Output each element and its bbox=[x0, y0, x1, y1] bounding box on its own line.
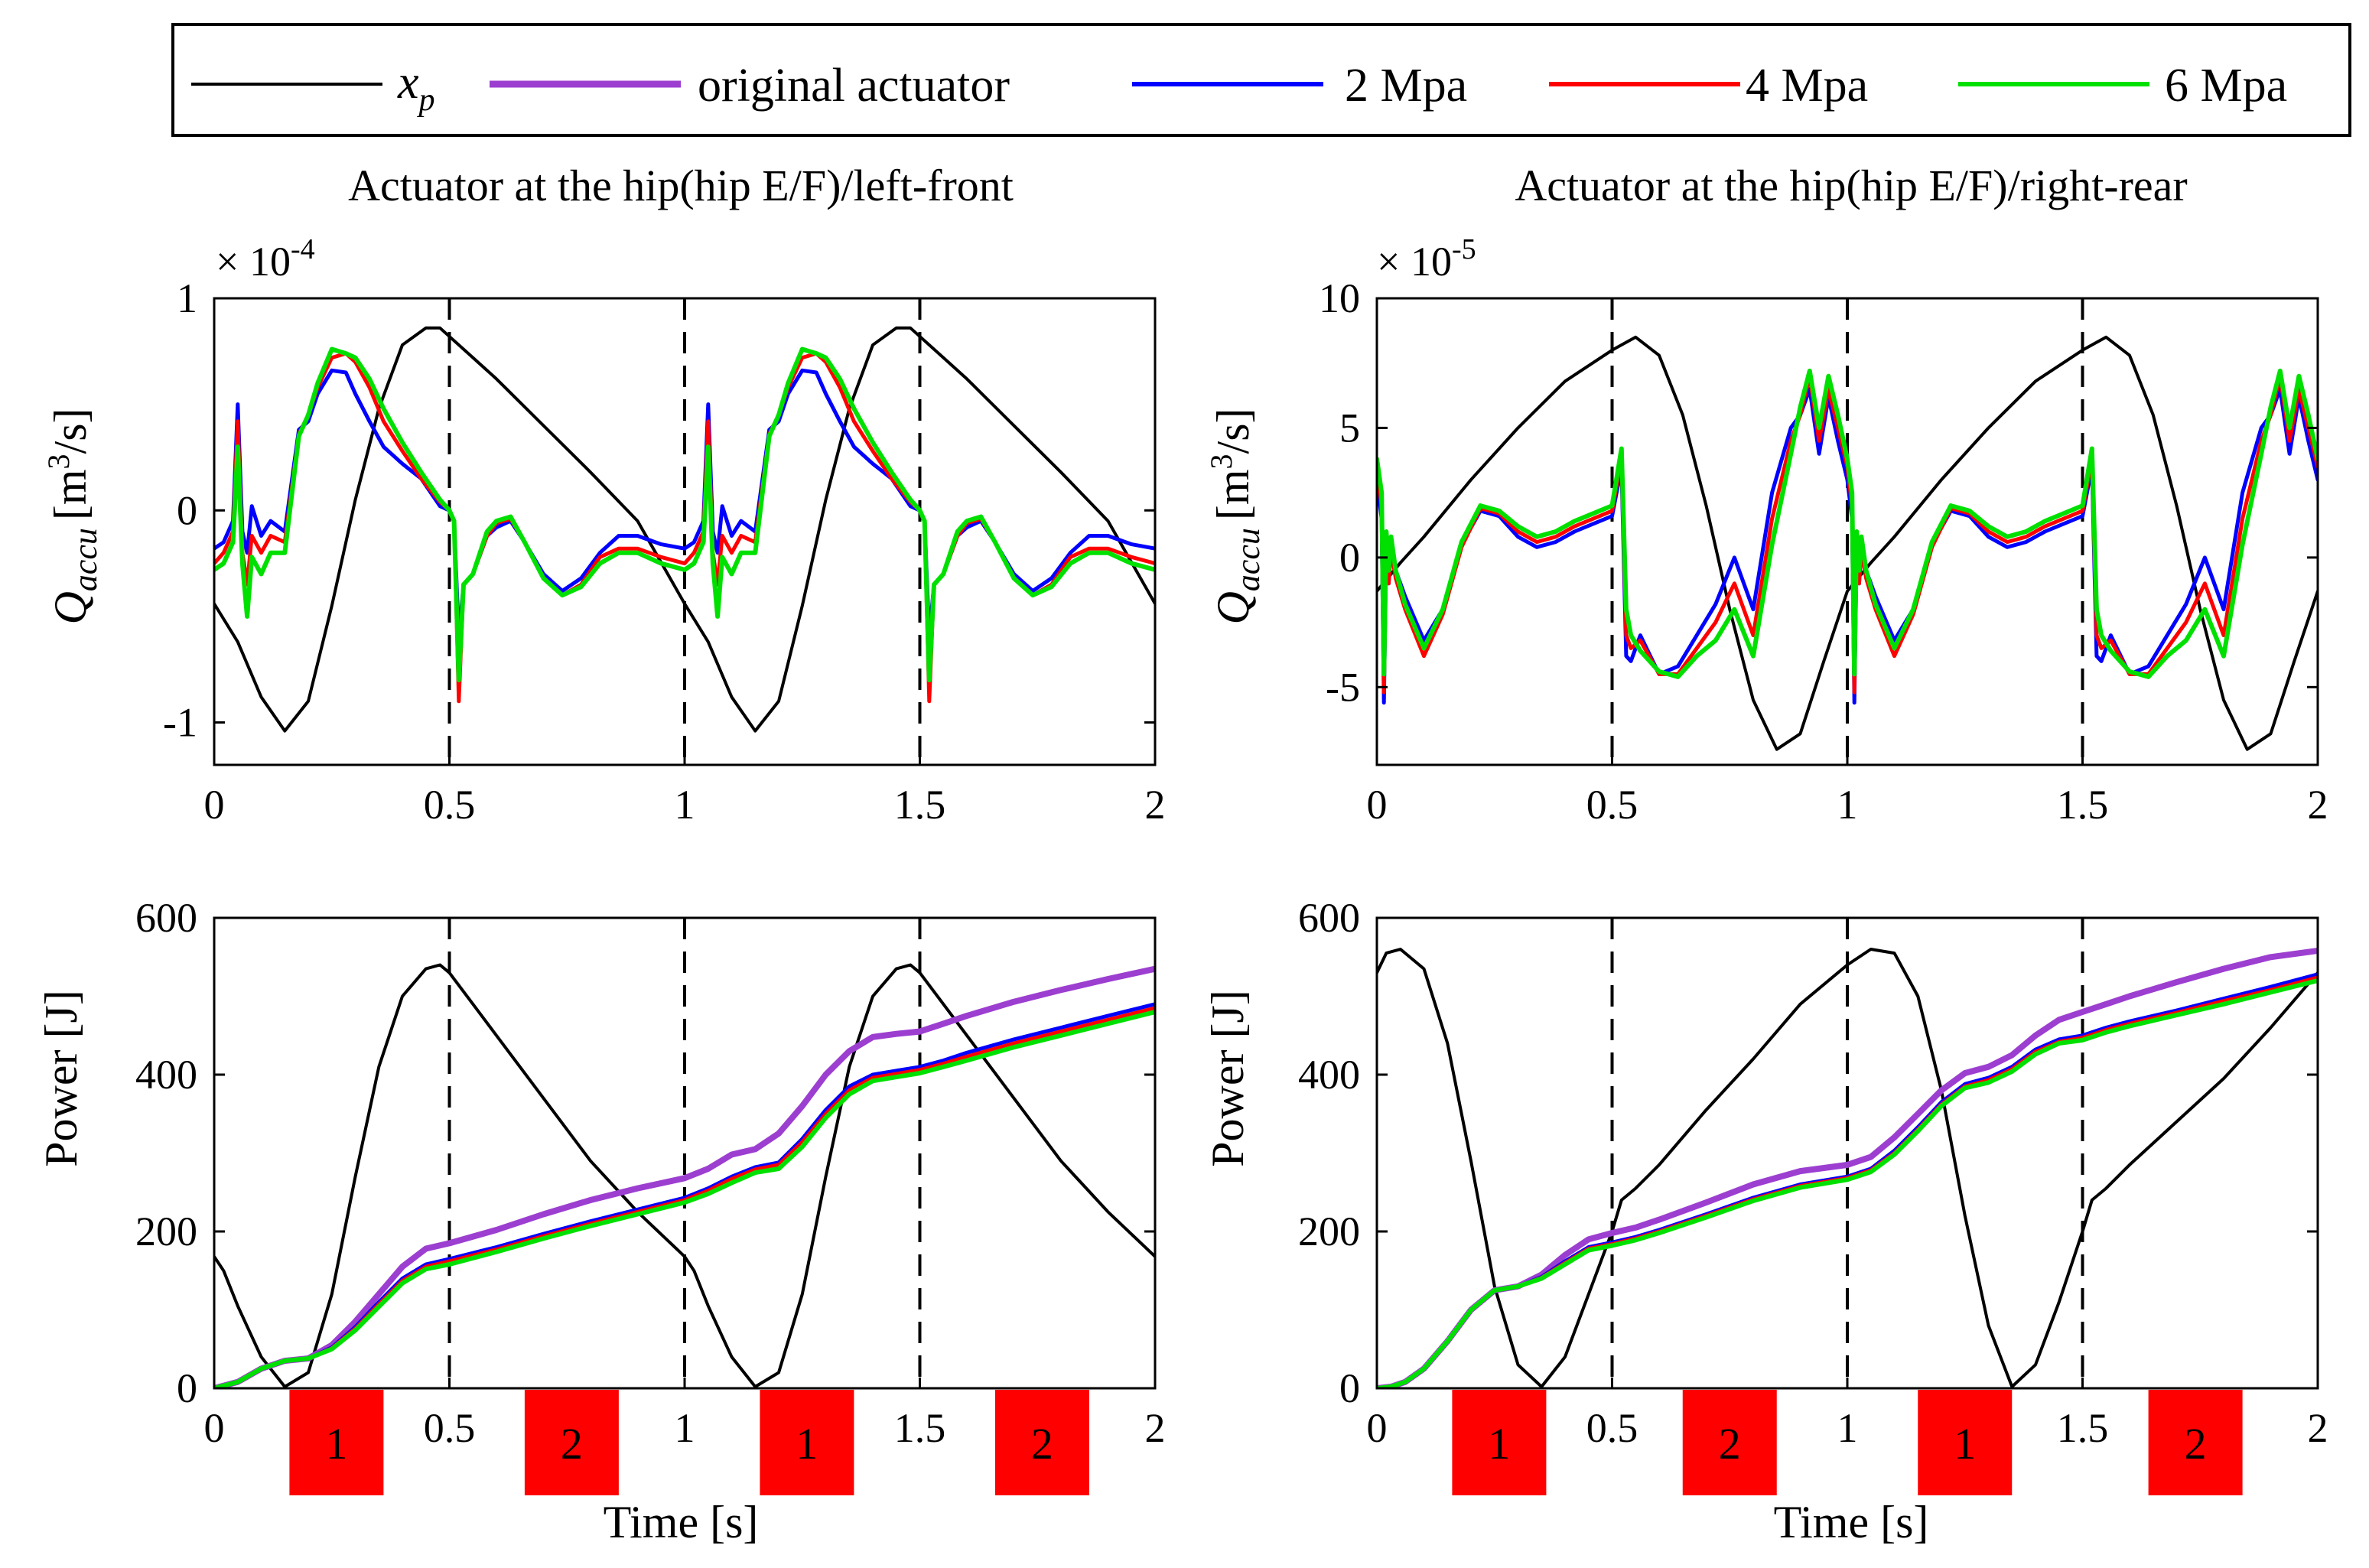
legend: xp original actuator 2 Mpa 4 Mpa 6 Mpa bbox=[171, 23, 2351, 137]
y-tick-label: 600 bbox=[1298, 895, 1360, 941]
x-tick-label: 0.5 bbox=[424, 782, 476, 828]
legend-entry-xp: xp bbox=[191, 57, 435, 118]
y-tick-label: 400 bbox=[135, 1052, 197, 1098]
plot-area: 0 0.5 1 1.5 2 0 200 400 600 1 2 1 2 bbox=[1298, 895, 2328, 1495]
x-tick-label: 2 bbox=[1145, 1405, 1166, 1451]
x-tick-label: 0.5 bbox=[1586, 782, 1638, 828]
y-tick-label: 0 bbox=[177, 487, 197, 533]
y-tick-label: 0 bbox=[177, 1365, 197, 1411]
legend-label-xp: xp bbox=[397, 57, 435, 118]
legend-label-2mpa: 2 Mpa bbox=[1345, 60, 1467, 112]
x-tick-label: 0.5 bbox=[1586, 1405, 1638, 1451]
legend-label-4mpa: 4 Mpa bbox=[1746, 60, 1868, 112]
phase-marker-2: 2 bbox=[994, 1390, 1089, 1495]
panel-title: Actuator at the hip(hip E/F)/left-front bbox=[348, 161, 1014, 210]
y-tick-label: 600 bbox=[135, 895, 197, 941]
x-axis-label: Time [s] bbox=[1774, 1497, 1929, 1547]
series-line-xp bbox=[1377, 948, 2318, 1388]
legend-entry-6mpa: 6 Mpa bbox=[1958, 60, 2287, 112]
x-tick-label: 1 bbox=[1837, 1405, 1858, 1451]
series-line-p6 bbox=[214, 346, 1155, 683]
panel-bottom-left: Power [J] Time [s] 0 0.5 1 1.5 2 0 200 400 600 1 2… bbox=[36, 895, 1166, 1547]
x-tick-label: 2 bbox=[1145, 782, 1166, 828]
x-tick-label: 0 bbox=[204, 782, 225, 828]
phase-marker-2: 2 bbox=[524, 1390, 619, 1495]
x-tick-label: 0 bbox=[204, 1405, 225, 1451]
x-tick-label: 1 bbox=[1837, 782, 1858, 828]
series-line-xp bbox=[214, 963, 1155, 1388]
series-line-p6 bbox=[1377, 978, 2318, 1388]
svg-text:2: 2 bbox=[1031, 1419, 1053, 1469]
phase-marker-1: 1 bbox=[1452, 1390, 1547, 1495]
x-tick-label: 0 bbox=[1367, 782, 1388, 828]
y-tick-label: -1 bbox=[163, 700, 197, 746]
plot-area: 0 0.5 1 1.5 2 -5 0 5 10 bbox=[1319, 275, 2328, 828]
phase-marker-1: 1 bbox=[289, 1390, 384, 1495]
svg-text:Qaccu[m3/s]: Qaccu[m3/s] bbox=[41, 408, 104, 624]
series-line-orig bbox=[214, 965, 1155, 1388]
series-line-p6 bbox=[1377, 368, 2318, 679]
phase-marker-2: 2 bbox=[1682, 1390, 1777, 1495]
x-tick-label: 1.5 bbox=[2057, 1405, 2109, 1451]
svg-text:2: 2 bbox=[561, 1419, 583, 1469]
y-axis-label: Power [J] bbox=[1202, 990, 1253, 1167]
svg-text:Power [J]: Power [J] bbox=[36, 990, 86, 1167]
y-tick-label: 1 bbox=[177, 275, 197, 321]
svg-text:Power [J]: Power [J] bbox=[1202, 990, 1253, 1167]
x-tick-label: 1.5 bbox=[894, 782, 946, 828]
phase-marker-1: 1 bbox=[1918, 1390, 2013, 1495]
y-tick-label: 200 bbox=[1298, 1209, 1360, 1254]
y-tick-label: 0 bbox=[1339, 535, 1360, 581]
y-tick-label: 0 bbox=[1339, 1365, 1360, 1411]
svg-text:1: 1 bbox=[796, 1419, 818, 1469]
x-tick-label: 0.5 bbox=[424, 1405, 476, 1451]
x-tick-label: 1.5 bbox=[2057, 782, 2109, 828]
x-tick-label: 1 bbox=[675, 1405, 695, 1451]
x-tick-label: 2 bbox=[2308, 1405, 2328, 1451]
axis-multiplier: × 10-5 bbox=[1377, 233, 1476, 285]
x-axis-label: Time [s] bbox=[604, 1497, 759, 1547]
svg-text:Qaccu[m3/s]: Qaccu[m3/s] bbox=[1204, 408, 1267, 624]
y-tick-label: 5 bbox=[1339, 405, 1360, 451]
y-tick-label: 200 bbox=[135, 1209, 197, 1254]
x-tick-label: 1 bbox=[675, 782, 695, 828]
legend-label-original-actuator: original actuator bbox=[698, 60, 1010, 112]
phase-marker-1: 1 bbox=[760, 1390, 854, 1495]
x-tick-label: 0 bbox=[1367, 1405, 1388, 1451]
y-axis-label: Qaccu[m3/s] bbox=[41, 408, 104, 624]
legend-entry-original-actuator: original actuator bbox=[490, 60, 1010, 112]
plot-area: 0 0.5 1 1.5 2 0 200 400 600 1 2 1 2 bbox=[135, 895, 1166, 1495]
plot-area: 0 0.5 1 1.5 2-101 bbox=[163, 275, 1165, 828]
legend-box bbox=[171, 23, 2351, 137]
series-line-p6 bbox=[214, 1010, 1155, 1388]
series-line-xp bbox=[1377, 335, 2318, 751]
legend-entry-2mpa: 2 Mpa bbox=[1132, 60, 1467, 112]
svg-text:2: 2 bbox=[2185, 1419, 2207, 1469]
y-tick-label: 400 bbox=[1298, 1052, 1360, 1098]
panel-top-right: Actuator at the hip(hip E/F)/right-rear … bbox=[1204, 161, 2328, 828]
x-tick-label: 1.5 bbox=[894, 1405, 946, 1451]
svg-text:1: 1 bbox=[1488, 1419, 1510, 1469]
series-line-xp bbox=[214, 326, 1155, 733]
y-tick-label: -5 bbox=[1326, 664, 1360, 710]
x-tick-label: 2 bbox=[2308, 782, 2328, 828]
svg-text:1: 1 bbox=[1954, 1419, 1976, 1469]
phase-marker-2: 2 bbox=[2148, 1390, 2243, 1495]
svg-text:1: 1 bbox=[325, 1419, 347, 1469]
legend-label-6mpa: 6 Mpa bbox=[2165, 60, 2287, 112]
svg-text:2: 2 bbox=[1719, 1419, 1741, 1469]
panel-top-left: Actuator at the hip(hip E/F)/left-front … bbox=[41, 161, 1166, 828]
panel-bottom-right: Power [J] Time [s] 0 0.5 1 1.5 2 0 200 400 600 1 2… bbox=[1202, 895, 2328, 1547]
axis-multiplier: × 10-4 bbox=[216, 233, 315, 285]
panel-title: Actuator at the hip(hip E/F)/right-rear bbox=[1515, 161, 2187, 210]
legend-entry-4mpa: 4 Mpa bbox=[1549, 60, 1868, 112]
y-tick-label: 10 bbox=[1319, 275, 1360, 321]
y-axis-label: Power [J] bbox=[36, 990, 86, 1167]
y-axis-label: Qaccu[m3/s] bbox=[1204, 408, 1267, 624]
